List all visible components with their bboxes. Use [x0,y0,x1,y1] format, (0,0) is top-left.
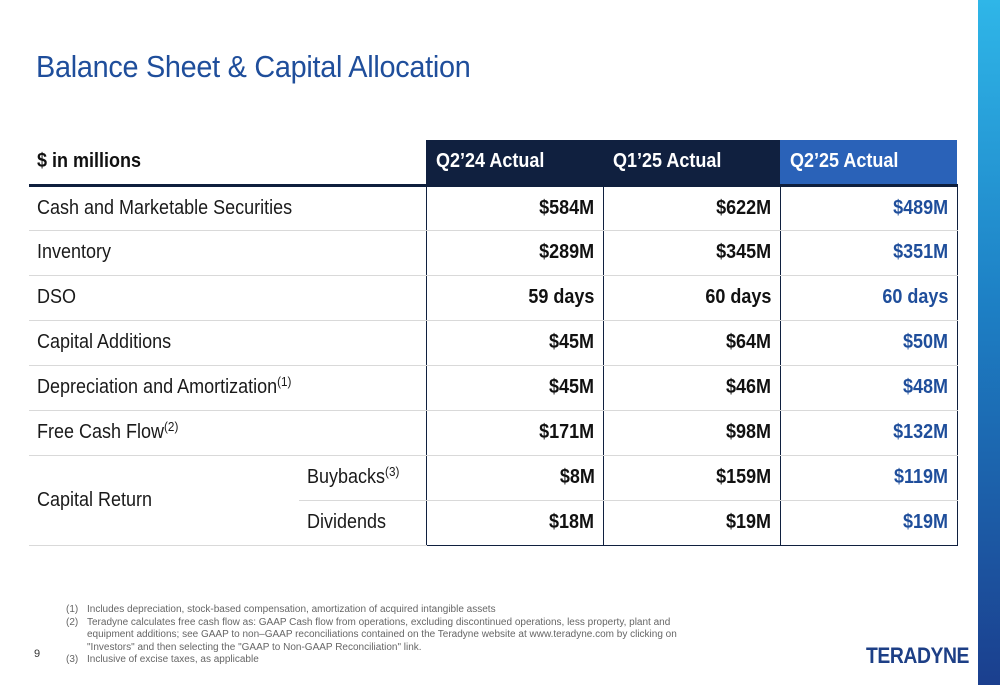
cell-value: $98M [602,410,781,456]
col-header-q2-25: Q2’25 Actual [780,140,958,187]
teradyne-logo: TERADYNE [866,643,969,668]
footnote: (2) Teradyne calculates free cash flow a… [66,616,677,653]
table-row: Depreciation and Amortization(1) $45M $4… [29,365,958,411]
decorative-side-stripe [978,0,1000,685]
cell-value: $45M [425,320,604,366]
table-row: Cash and Marketable Securities $584M $62… [29,185,958,231]
cell-value: $64M [602,320,781,366]
cell-value: $46M [602,365,781,411]
row-label-free-cash-flow: Free Cash Flow(2) [29,410,427,456]
cell-value: 60 days [602,275,781,321]
footnote: (3) Inclusive of excise taxes, as applic… [66,654,259,665]
col-header-q1-25: Q1’25 Actual [603,140,781,187]
cell-value: 59 days [425,275,604,321]
unit-label-header: $ in millions [29,140,427,187]
table-row: Dividends $18M $19M $19M [29,500,958,546]
table-row: DSO 59 days 60 days 60 days [29,275,958,321]
cell-value-current: $351M [779,230,958,276]
cell-value-current: $489M [779,185,958,231]
cell-value: $8M [425,455,604,501]
cell-value: $19M [602,500,781,546]
row-label-cash: Cash and Marketable Securities [29,185,427,231]
footnote-ref: (3) [385,464,400,479]
footnote-ref: (2) [164,419,179,434]
table-row: Free Cash Flow(2) $171M $98M $132M [29,410,958,456]
page-number: 9 [34,648,41,660]
cell-value-current: $132M [779,410,958,456]
row-label-capital-additions: Capital Additions [29,320,427,366]
cell-value: $584M [425,185,604,231]
row-sublabel-dividends: Dividends [299,500,427,546]
cell-value-current: 60 days [779,275,958,321]
col-header-q2-24: Q2’24 Actual [426,140,604,187]
balance-sheet-table: $ in millions Q2’24 Actual Q1’25 Actual … [29,140,958,546]
footnote: (1) Includes depreciation, stock-based c… [66,604,496,615]
footnotes: (1) Includes depreciation, stock-based c… [66,604,706,667]
row-label-inventory: Inventory [29,230,427,276]
table-row: Inventory $289M $345M $351M [29,230,958,276]
cell-value: $159M [602,455,781,501]
row-sublabel-buybacks: Buybacks(3) [299,455,427,501]
cell-value-current: $50M [779,320,958,366]
table-row: Capital Return Buybacks(3) $8M $159M $11… [29,455,958,546]
cell-value: $18M [425,500,604,546]
cell-value: $45M [425,365,604,411]
row-label-capital-return: Capital Return [29,455,299,546]
row-label-dso: DSO [29,275,427,321]
cell-value: $622M [602,185,781,231]
cell-value-current: $19M [779,500,958,546]
table-header-row: $ in millions Q2’24 Actual Q1’25 Actual … [29,140,958,187]
row-label-depreciation: Depreciation and Amortization(1) [29,365,427,411]
footnote-ref: (1) [277,374,292,389]
cell-value-current: $119M [779,455,958,501]
cell-value-current: $48M [779,365,958,411]
page-title: Balance Sheet & Capital Allocation [36,49,471,84]
table-row: Capital Additions $45M $64M $50M [29,320,958,366]
cell-value: $289M [425,230,604,276]
cell-value: $171M [425,410,604,456]
cell-value: $345M [602,230,781,276]
